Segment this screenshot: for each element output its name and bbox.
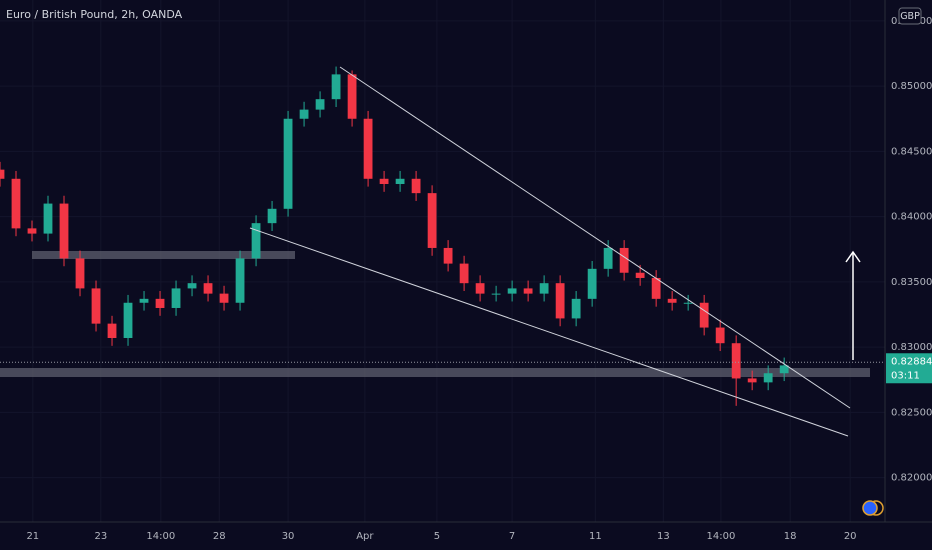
candle-body	[219, 293, 229, 303]
candle-body	[443, 247, 453, 264]
x-tick-label: 28	[213, 531, 226, 542]
x-tick-label: 30	[282, 531, 295, 542]
y-tick-label: 0.83000	[891, 342, 932, 353]
y-tick-label: 0.83500	[891, 277, 932, 288]
indicator-icons[interactable]	[862, 500, 884, 516]
x-tick-label: 13	[657, 531, 670, 542]
candle-body	[283, 118, 293, 209]
x-tick-label: 14:00	[146, 531, 175, 542]
candle-body	[539, 283, 549, 294]
candle-body	[123, 302, 133, 338]
y-tick-label: 0.85000	[891, 81, 932, 92]
candle-body	[763, 373, 773, 383]
candle-body	[747, 378, 757, 383]
candle-body	[187, 283, 197, 289]
x-tick-label: 14:00	[707, 531, 736, 542]
candle-body	[635, 272, 645, 278]
x-tick-label: 18	[784, 531, 797, 542]
y-tick-label: 0.84500	[891, 146, 932, 157]
candle-body	[235, 258, 245, 303]
upper-trendline	[339, 66, 851, 409]
candle-body	[43, 203, 53, 234]
x-tick-label: 5	[434, 531, 440, 542]
currency-label: GBP	[900, 11, 920, 22]
x-tick-label: Apr	[356, 531, 374, 542]
candle-body	[587, 268, 597, 299]
candle-body	[491, 293, 501, 295]
candle-body	[699, 302, 709, 328]
y-tick-label: 0.82500	[891, 407, 932, 418]
candle-body	[139, 298, 149, 303]
candle-body	[715, 327, 725, 344]
candle-body	[507, 288, 517, 294]
candle-body	[203, 283, 213, 294]
candle-body	[0, 169, 5, 179]
candle-body	[11, 178, 21, 229]
y-tick-label: 0.82000	[891, 473, 932, 484]
candle-body	[363, 118, 373, 179]
y-tick-label: 0.84000	[891, 212, 932, 223]
candle-body	[27, 228, 37, 234]
candle-body	[315, 99, 325, 110]
candle-body	[107, 323, 117, 338]
candle-body	[651, 277, 661, 299]
candle-body	[171, 288, 181, 308]
candle-body	[411, 178, 421, 194]
candle-body	[379, 178, 389, 185]
candle-body	[571, 298, 581, 319]
candle-body	[59, 203, 69, 259]
candle-body	[731, 343, 741, 379]
candle-body	[91, 288, 101, 324]
support-zone	[0, 368, 870, 377]
breakout-arrow	[845, 250, 861, 360]
candle-body	[475, 283, 485, 294]
candle-body	[155, 298, 165, 308]
candle-body	[347, 74, 357, 119]
last-price-label: 0.82884	[891, 356, 932, 367]
candle-body	[395, 178, 405, 185]
chart-title: Euro / British Pound, 2h, OANDA	[6, 8, 183, 21]
currency-badge[interactable]	[898, 7, 922, 25]
last-price-tag	[886, 353, 932, 384]
candle-body	[251, 223, 261, 259]
candle-body	[523, 288, 533, 294]
candle-body	[299, 109, 309, 119]
candle-body	[555, 283, 565, 319]
x-tick-label: 11	[589, 531, 602, 542]
x-tick-label: 21	[26, 531, 39, 542]
resistance-zone	[32, 251, 295, 259]
x-tick-label: 23	[94, 531, 107, 542]
candle-body	[667, 298, 677, 303]
candle-body	[779, 365, 789, 374]
countdown-label: 03:11	[891, 370, 920, 381]
x-tick-label: 7	[509, 531, 515, 542]
candle-body	[427, 193, 437, 248]
lower-trendline	[249, 227, 849, 437]
candle-body	[75, 258, 85, 289]
candle-body	[267, 208, 277, 224]
candle-body	[619, 247, 629, 273]
candle-body	[459, 263, 469, 284]
x-tick-label: 20	[844, 531, 857, 542]
candle-body	[603, 247, 613, 269]
candle-body	[331, 74, 341, 100]
candle-body	[683, 302, 693, 304]
